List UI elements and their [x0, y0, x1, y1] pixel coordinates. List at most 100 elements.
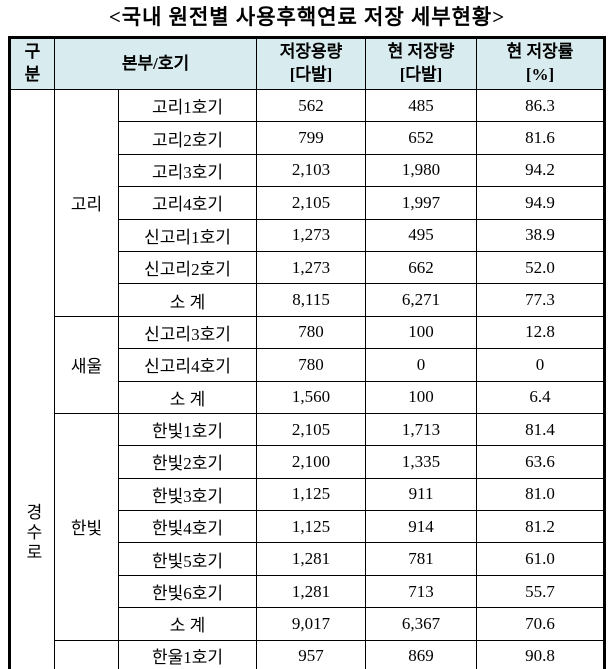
- header-current-line2: [다발]: [399, 65, 443, 84]
- capacity-cell: 1,281: [256, 542, 367, 576]
- rate-cell: 81.4: [476, 412, 606, 447]
- table-row: 한빛6호기 1,281 713 55.7: [10, 574, 606, 609]
- rate-cell: 86.3: [476, 88, 606, 123]
- table-row: 고리3호기 2,103 1,980 94.2: [10, 153, 606, 188]
- unit-cell: 한빛5호기: [117, 542, 258, 576]
- table-row: 경수로 고리 고리1호기 562 485 86.3: [9, 88, 606, 669]
- capacity-cell: 780: [256, 315, 367, 350]
- category-label: 경수로: [23, 503, 42, 563]
- group-cell-hanul: [54, 639, 119, 669]
- table-row-subtotal: 소 계 8,115 6,271 77.3: [10, 283, 606, 317]
- rate-cell: 12.8: [476, 315, 606, 350]
- unit-cell: 고리3호기: [117, 153, 258, 188]
- capacity-cell: 799: [256, 121, 367, 155]
- header-capacity-line1: 저장용량: [279, 42, 343, 62]
- current-cell: 6,271: [365, 283, 478, 317]
- rate-cell: 61.0: [476, 542, 606, 576]
- table-body: 경수로 고리 고리1호기 562 485 86.3 고리2호기 799 652 …: [9, 88, 606, 669]
- unit-cell: 신고리2호기: [117, 250, 258, 285]
- header-category-line2: 분: [24, 65, 41, 84]
- rate-cell: 81.0: [476, 477, 606, 512]
- unit-cell: 한빛3호기: [117, 477, 258, 512]
- group-cell-hanbit: 한빛: [54, 412, 119, 641]
- capacity-cell: 2,105: [256, 186, 367, 220]
- table-row-subtotal: 소 계 1,560 100 6.4: [10, 380, 606, 414]
- unit-cell: 신고리3호기: [117, 315, 258, 350]
- rate-cell: 52.0: [476, 250, 606, 285]
- unit-cell: 신고리1호기: [117, 218, 258, 252]
- rate-cell: 6.4: [476, 380, 606, 414]
- current-cell: 1,335: [365, 445, 478, 479]
- header-current: 현 저장량 [다발]: [365, 37, 478, 90]
- storage-status-table: 구 분 본부/호기 저장용량 [다발] 현 저장량 [다발] 현 저장률 [%]: [8, 36, 607, 669]
- unit-cell: 한울1호기: [117, 639, 258, 669]
- header-category-line1: 구: [24, 42, 41, 62]
- header-category: 구 분: [9, 37, 55, 90]
- unit-cell: 고리4호기: [117, 186, 258, 220]
- table-row: 한빛5호기 1,281 781 61.0: [10, 542, 606, 576]
- capacity-cell: 2,100: [256, 445, 367, 479]
- rate-cell: 38.9: [476, 218, 606, 252]
- unit-cell: 한빛1호기: [117, 412, 258, 447]
- current-cell: 911: [365, 477, 478, 512]
- unit-cell: 소 계: [117, 283, 258, 317]
- unit-cell: 신고리4호기: [117, 348, 258, 382]
- capacity-cell: 2,105: [256, 412, 367, 447]
- table-row: 신고리1호기 1,273 495 38.9: [10, 218, 606, 252]
- capacity-cell: 562: [256, 88, 367, 123]
- rate-cell: 63.6: [476, 445, 606, 479]
- table-row: 고리2호기 799 652 81.6: [10, 121, 606, 155]
- current-cell: 662: [365, 250, 478, 285]
- unit-cell: 한빛2호기: [117, 445, 258, 479]
- current-cell: 100: [365, 315, 478, 350]
- current-cell: 495: [365, 218, 478, 252]
- unit-cell: 한빛4호기: [117, 510, 258, 544]
- rate-cell: 81.2: [476, 510, 606, 544]
- table-row: 한빛2호기 2,100 1,335 63.6: [10, 445, 606, 479]
- rate-cell: 70.6: [476, 607, 606, 641]
- rate-cell: 94.9: [476, 186, 606, 220]
- unit-cell: 고리2호기: [117, 121, 258, 155]
- header-rate-line1: 현 저장률: [506, 42, 574, 62]
- rate-cell: 94.2: [476, 153, 606, 188]
- header-row: 구 분 본부/호기 저장용량 [다발] 현 저장량 [다발] 현 저장률 [%]: [9, 37, 606, 90]
- capacity-cell: 1,125: [256, 477, 367, 512]
- capacity-cell: 8,115: [256, 283, 367, 317]
- table-row: 한빛 한빛1호기 2,105 1,713 81.4: [10, 412, 606, 641]
- capacity-cell: 957: [256, 639, 367, 669]
- rate-cell: 90.8: [476, 639, 606, 669]
- current-cell: 713: [365, 574, 478, 609]
- unit-cell: 한빛6호기: [117, 574, 258, 609]
- group-cell-kori: 고리: [54, 89, 119, 317]
- table-header: 구 분 본부/호기 저장용량 [다발] 현 저장량 [다발] 현 저장률 [%]: [9, 37, 606, 90]
- current-cell: 485: [365, 88, 478, 123]
- current-cell: 781: [365, 542, 478, 576]
- unit-cell: 고리1호기: [117, 88, 258, 123]
- header-rate-line2: [%]: [525, 65, 555, 84]
- header-capacity: 저장용량 [다발]: [256, 37, 367, 90]
- current-cell: 652: [365, 121, 478, 155]
- capacity-cell: 1,560: [256, 380, 367, 414]
- current-cell: 869: [365, 639, 478, 669]
- unit-cell: 소 계: [117, 380, 258, 414]
- rate-cell: 55.7: [476, 574, 606, 609]
- table-row: 한울1호기 957 869 90.8: [10, 639, 606, 669]
- capacity-cell: 2,103: [256, 153, 367, 188]
- group-cell-saeul: 새울: [54, 315, 119, 414]
- table-title: <국내 원전별 사용후핵연료 저장 세부현황>: [108, 5, 506, 29]
- capacity-cell: 1,273: [256, 218, 367, 252]
- header-current-line1: 현 저장량: [387, 42, 455, 62]
- current-cell: 1,980: [365, 153, 478, 188]
- capacity-cell: 1,273: [256, 250, 367, 285]
- header-plant: 본부/호기: [53, 37, 258, 90]
- current-cell: 1,713: [365, 412, 478, 447]
- rate-cell: 81.6: [476, 121, 606, 155]
- capacity-cell: 780: [256, 348, 367, 382]
- category-cell: 경수로: [9, 88, 55, 669]
- capacity-cell: 9,017: [256, 607, 367, 641]
- capacity-cell: 1,125: [256, 510, 367, 544]
- current-cell: 0: [365, 348, 478, 382]
- rate-cell: 0: [476, 348, 606, 382]
- current-cell: 914: [365, 510, 478, 544]
